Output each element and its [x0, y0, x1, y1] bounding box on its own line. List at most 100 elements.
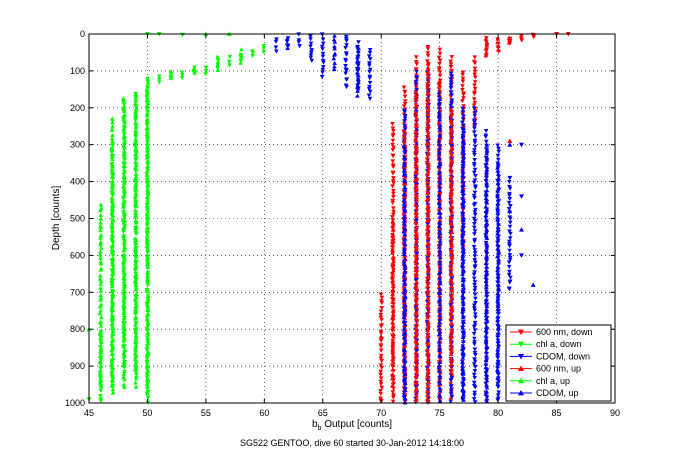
marker-cdom-down	[473, 185, 478, 190]
marker-600-nm-up	[426, 135, 431, 140]
marker-cdom-down	[472, 336, 477, 341]
marker-cdom-down	[461, 114, 466, 119]
marker-cdom-up	[461, 350, 466, 355]
marker-cdom-up	[402, 208, 408, 213]
marker-cdom-up	[402, 214, 407, 219]
axis-ticks: 45 50 55 60 65 70 75 80 85 9001002003004005006007…	[65, 29, 620, 418]
marker-cdom-up	[285, 45, 290, 50]
marker-600-nm-down	[472, 69, 478, 74]
marker-cdom-up	[436, 112, 442, 117]
marker-600-nm-up	[402, 141, 407, 146]
marker-cdom-up	[436, 234, 442, 239]
marker-chl-a-up	[109, 358, 115, 363]
marker-600-nm-up	[413, 271, 419, 276]
marker-600-nm-up	[449, 159, 454, 164]
marker-cdom-up	[402, 192, 407, 197]
x-tick-label: 55	[201, 408, 211, 418]
marker-cdom-down	[367, 84, 372, 89]
marker-cdom-up	[436, 298, 442, 303]
marker-cdom-up	[495, 363, 500, 368]
marker-600-nm-up	[414, 183, 419, 188]
marker-cdom-up	[460, 366, 465, 371]
marker-chl-a-up	[144, 232, 150, 237]
marker-chl-a-up	[133, 227, 139, 232]
marker-cdom-down	[472, 369, 478, 374]
marker-chl-a-up	[133, 325, 139, 330]
marker-chl-a-up	[134, 303, 139, 308]
marker-cdom-down	[473, 365, 478, 370]
marker-600-nm-up	[425, 290, 431, 296]
marker-cdom-down	[473, 352, 478, 358]
marker-cdom-up	[495, 381, 501, 386]
marker-chl-a-up	[121, 359, 127, 364]
marker-chl-a-up	[121, 208, 127, 213]
marker-600-nm-down	[436, 67, 442, 72]
marker-chl-a-up	[121, 154, 127, 159]
marker-600-nm-up	[413, 195, 419, 200]
marker-600-nm-up	[437, 263, 443, 269]
marker-600-nm-up	[413, 136, 418, 141]
marker-600-nm-up	[390, 379, 396, 384]
marker-chl-a-up	[121, 164, 127, 169]
marker-cdom-down	[344, 68, 350, 73]
marker-cdom-down	[273, 39, 279, 44]
marker-600-nm-down	[425, 59, 430, 64]
marker-chl-a-up	[145, 338, 151, 343]
marker-600-nm-up	[449, 132, 454, 137]
marker-chl-a-up	[121, 315, 127, 320]
marker-cdom-down	[472, 152, 477, 158]
marker-600-nm-down	[414, 62, 420, 67]
marker-chl-a-up	[145, 130, 150, 135]
marker-600-nm-up	[449, 321, 455, 326]
marker-cdom-down	[507, 248, 512, 253]
marker-cdom-down	[402, 114, 408, 119]
marker-600-nm-down	[413, 55, 419, 60]
marker-chl-a-up	[110, 213, 116, 218]
marker-600-nm-up	[414, 168, 419, 173]
legend-label: 600 nm, down	[536, 327, 593, 337]
marker-cdom-up	[460, 388, 465, 393]
marker-cdom-down	[495, 143, 500, 148]
marker-600-nm-up	[390, 304, 396, 309]
marker-600-nm-down	[519, 38, 525, 43]
marker-cdom-down	[449, 100, 454, 105]
legend-marker	[518, 329, 524, 335]
marker-cdom-down	[472, 219, 478, 224]
marker-cdom-up	[495, 294, 501, 299]
marker-cdom-up	[484, 245, 490, 250]
marker-cdom-down	[309, 58, 315, 63]
marker-chl-a-up	[109, 195, 115, 200]
marker-600-nm-down	[472, 80, 478, 85]
marker-chl-a-up	[110, 271, 115, 276]
marker-cdom-down	[367, 50, 373, 55]
marker-cdom-up	[495, 224, 501, 229]
marker-cdom-down	[297, 44, 302, 49]
marker-cdom-down	[472, 390, 477, 395]
marker-600-nm-up	[414, 300, 419, 306]
marker-chl-a-up	[110, 185, 116, 190]
marker-600-nm-up	[390, 362, 396, 368]
marker-cdom-up	[437, 184, 442, 189]
marker-chl-a-down	[179, 70, 185, 75]
legend-marker	[518, 365, 524, 371]
marker-chl-a-up	[145, 336, 150, 341]
marker-600-nm-up	[449, 222, 455, 227]
marker-600-nm-up	[448, 205, 454, 211]
marker-cdom-up	[461, 288, 466, 293]
marker-chl-a-up	[144, 179, 150, 184]
marker-chl-a-up	[109, 136, 115, 141]
y-tick-label: 600	[70, 250, 85, 260]
marker-600-nm-up	[413, 326, 419, 331]
marker-cdom-down	[449, 98, 455, 103]
marker-600-nm-up	[437, 82, 442, 87]
marker-600-nm-down	[378, 391, 384, 396]
marker-chl-a-up	[121, 248, 127, 253]
marker-cdom-down	[461, 123, 466, 128]
marker-cdom-up	[332, 43, 337, 49]
marker-chl-a-up	[145, 163, 151, 168]
marker-600-nm-up	[390, 367, 396, 372]
marker-600-nm-up	[413, 353, 419, 358]
marker-cdom-down	[309, 48, 315, 53]
marker-cdom-up	[483, 278, 489, 284]
marker-chl-a-up	[145, 321, 151, 326]
